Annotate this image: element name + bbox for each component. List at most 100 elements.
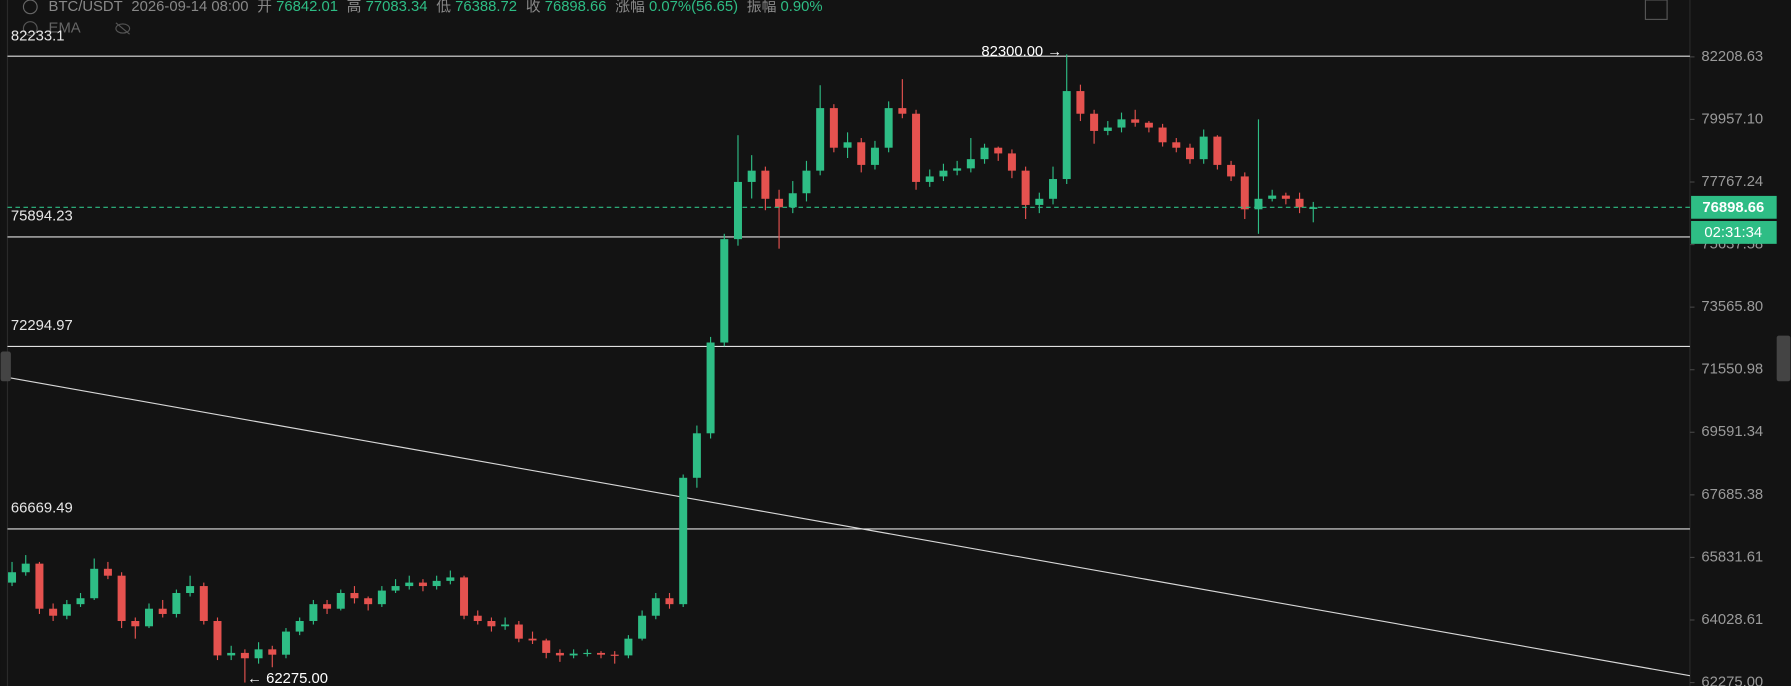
candle-body <box>555 652 564 656</box>
candle-body <box>597 652 606 655</box>
eye-icon[interactable] <box>115 22 131 35</box>
collapse-icon[interactable] <box>22 0 38 15</box>
candle-body <box>775 198 784 208</box>
candle-body <box>610 654 619 656</box>
indicator-label: EMA <box>49 20 81 36</box>
left-handle[interactable] <box>0 351 11 382</box>
candle-body <box>1295 198 1304 208</box>
high-annotation: 82300.00 → <box>981 44 1062 60</box>
right-handle[interactable] <box>1776 335 1791 382</box>
candle-body <box>350 593 359 599</box>
candle-body <box>884 108 893 148</box>
candle-body <box>1254 198 1263 210</box>
price-badge-text: 76898.66 <box>1702 200 1764 216</box>
candle-body <box>117 575 126 621</box>
candle-body <box>638 615 647 639</box>
candle-body <box>281 631 290 655</box>
candle-body <box>802 170 811 194</box>
candle-body <box>925 176 934 182</box>
candle-body <box>62 604 71 616</box>
candle-body <box>761 170 770 199</box>
candle-body <box>1103 127 1112 131</box>
candle-body <box>49 608 58 616</box>
candle-body <box>1035 198 1044 205</box>
candle-body <box>583 652 592 655</box>
y-tick-label: 69591.34 <box>1701 424 1763 440</box>
candle-body <box>1172 142 1181 148</box>
candle-body <box>829 108 838 148</box>
candle-body <box>1049 179 1058 199</box>
y-tick-label: 65831.61 <box>1701 549 1763 565</box>
candle-body <box>1076 91 1085 114</box>
time: 2026-09-14 08:00 <box>131 0 248 15</box>
y-tick-label: 64028.61 <box>1701 612 1763 628</box>
candle-body <box>295 620 304 632</box>
change-value: 0.07%(56.65) <box>649 0 738 15</box>
amplitude-value: 0.90% <box>781 0 823 15</box>
amplitude-label: 振幅 <box>747 0 777 15</box>
candle-body <box>980 147 989 160</box>
candle-body <box>1281 195 1290 199</box>
indicator-icon[interactable] <box>22 21 38 36</box>
candle-body <box>624 638 633 656</box>
candle-body <box>446 577 455 581</box>
candle-body <box>199 586 208 621</box>
candle-body <box>473 615 482 621</box>
low-annotation: ← 62275.00 <box>247 671 328 686</box>
candle-body <box>706 342 715 434</box>
candle-body <box>487 620 496 627</box>
candle-body <box>501 624 510 627</box>
y-tick-label: 71550.98 <box>1701 362 1763 378</box>
change-label: 涨幅 <box>615 0 645 15</box>
candle-body <box>1268 195 1277 199</box>
candle-body <box>131 620 140 627</box>
candle-body <box>651 598 660 616</box>
candle-body <box>514 624 523 639</box>
candle-body <box>1185 147 1194 160</box>
candle-body <box>816 108 825 171</box>
candle-body <box>665 598 674 605</box>
candle-body <box>172 593 181 614</box>
fullscreen-button[interactable] <box>1644 0 1668 20</box>
candle-body <box>309 604 318 621</box>
countdown-badge <box>1691 221 1777 244</box>
y-tick-label: 82208.63 <box>1701 49 1763 65</box>
candle-body <box>679 477 688 605</box>
close-value: 76898.66 <box>545 0 607 15</box>
candle-body <box>418 582 427 587</box>
candle-body <box>939 170 948 177</box>
candle-body <box>1090 113 1099 131</box>
candle-body <box>8 572 17 583</box>
candle-body <box>268 649 277 655</box>
candle-body <box>912 113 921 182</box>
candle-body <box>21 563 30 573</box>
candle-body <box>1213 136 1222 165</box>
open-label: 开 <box>257 0 272 15</box>
candle-body <box>994 147 1003 154</box>
candle-body <box>857 142 866 165</box>
candle-body <box>90 568 99 599</box>
candle-body <box>377 590 386 605</box>
candle-body <box>158 608 167 614</box>
low-label: 低 <box>436 0 451 15</box>
close-label: 收 <box>526 0 541 15</box>
price-badge <box>1691 195 1777 219</box>
candle-body <box>733 181 742 240</box>
candle-body <box>953 168 962 171</box>
candle-body <box>254 649 263 659</box>
y-tick-label: 62275.00 <box>1701 674 1763 686</box>
countdown-text: 02:31:34 <box>1704 225 1762 241</box>
candle-body <box>747 170 756 182</box>
candle-body <box>569 653 578 656</box>
y-tick-label: 77767.24 <box>1701 174 1763 190</box>
candle-body <box>460 577 469 616</box>
candle-body <box>364 598 373 605</box>
trend-line <box>9 377 1691 677</box>
open-value: 76842.01 <box>276 0 338 15</box>
candle-body <box>145 608 153 627</box>
symbol: BTC/USDT <box>49 0 123 15</box>
candle-body <box>391 586 400 591</box>
candle-body <box>720 239 729 343</box>
